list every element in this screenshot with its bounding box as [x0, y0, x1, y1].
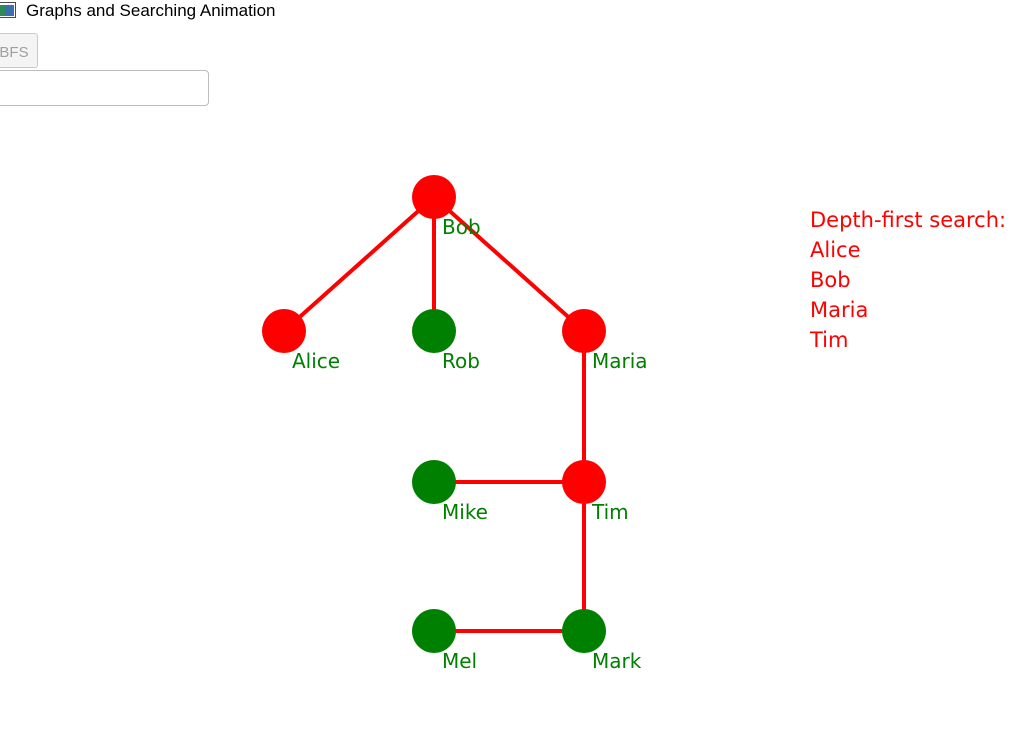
edge-bob-maria — [432, 195, 586, 333]
node-label-mark: Mark — [592, 649, 642, 673]
node-bob[interactable] — [412, 175, 456, 219]
node-mike[interactable] — [412, 460, 456, 504]
node-label-rob: Rob — [442, 349, 480, 373]
node-mel[interactable] — [412, 609, 456, 653]
node-maria[interactable] — [562, 309, 606, 353]
node-tim[interactable] — [562, 460, 606, 504]
node-alice[interactable] — [262, 309, 306, 353]
result-panel: Depth-first search: Alice Bob Maria Tim — [810, 205, 1006, 355]
node-label-bob: Bob — [442, 215, 481, 239]
node-label-alice: Alice — [292, 349, 340, 373]
result-item: Alice — [810, 238, 861, 262]
node-label-tim: Tim — [591, 500, 629, 524]
result-item: Maria — [810, 298, 869, 322]
node-label-mel: Mel — [442, 649, 477, 673]
result-item: Tim — [810, 328, 849, 352]
nodes-layer — [262, 175, 606, 653]
edge-bob-alice — [282, 195, 436, 333]
result-heading: Depth-first search: — [810, 208, 1007, 232]
search-input[interactable] — [0, 70, 209, 106]
window-title: Graphs and Searching Animation — [26, 1, 276, 20]
edges-layer — [282, 195, 586, 633]
labels-layer: Bob Alice Rob Maria Mike Tim Mel Mark — [292, 215, 648, 673]
title-bar: Graphs and Searching Animation — [0, 0, 1011, 22]
bfs-button[interactable]: BFS — [0, 33, 38, 68]
app-icon — [0, 2, 16, 18]
node-rob[interactable] — [412, 309, 456, 353]
node-label-mike: Mike — [442, 500, 488, 524]
result-item: Bob — [810, 268, 851, 292]
node-label-maria: Maria — [592, 349, 648, 373]
node-mark[interactable] — [562, 609, 606, 653]
